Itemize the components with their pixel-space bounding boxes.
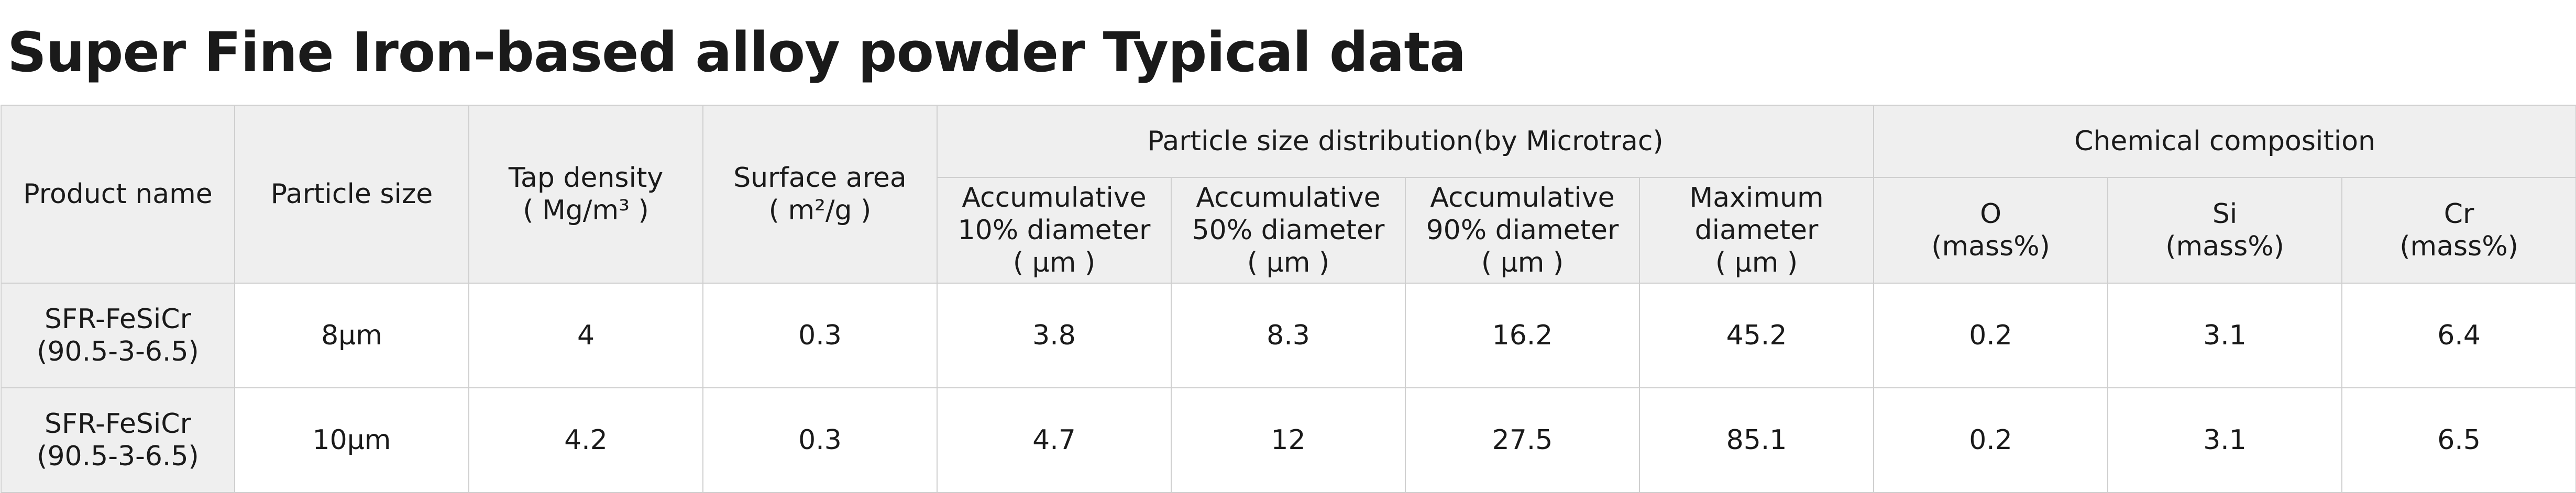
table-row: SFR-FeSiCr (90.5-3-6.5) 10μm 4.2 0.3 4.7… (1, 387, 2576, 493)
cell-silicon: 3.1 (2107, 387, 2343, 493)
header-chromium: Cr (mass%) (2341, 177, 2576, 284)
header-d10: Accumulative 10% diameter ( μm ) (937, 177, 1172, 284)
cell-tap-density: 4.2 (468, 387, 703, 493)
cell-particle-size: 10μm (234, 387, 469, 493)
typical-data-table: Product name Particle size Tap density (… (1, 105, 2576, 493)
cell-chromium: 6.4 (2341, 283, 2576, 388)
cell-tap-density: 4 (468, 283, 703, 388)
header-d50: Accumulative 50% diameter ( μm ) (1171, 177, 1406, 284)
cell-d90: 27.5 (1405, 387, 1640, 493)
header-particle-size-distribution: Particle size distribution(by Microtrac) (936, 105, 1875, 178)
header-particle-size: Particle size (234, 105, 469, 284)
header-product-name: Product name (1, 105, 235, 284)
header-dmax: Maximum diameter ( μm ) (1638, 177, 1875, 284)
header-oxygen: O (mass%) (1873, 177, 2109, 284)
header-tap-density: Tap density ( Mg/m³ ) (468, 105, 703, 284)
header-d90: Accumulative 90% diameter ( μm ) (1405, 177, 1640, 284)
header-surface-area: Surface area ( m²/g ) (702, 105, 938, 284)
cell-d50: 8.3 (1171, 283, 1406, 388)
cell-surface-area: 0.3 (702, 283, 938, 388)
cell-chromium: 6.5 (2341, 387, 2576, 493)
table-row: SFR-FeSiCr (90.5-3-6.5) 8μm 4 0.3 3.8 8.… (1, 283, 2576, 388)
cell-d10: 3.8 (937, 283, 1172, 388)
cell-d90: 16.2 (1405, 283, 1640, 388)
header-chemical-composition: Chemical composition (1873, 105, 2576, 178)
cell-particle-size: 8μm (234, 283, 469, 388)
cell-d50: 12 (1171, 387, 1406, 493)
cell-d10: 4.7 (937, 387, 1172, 493)
cell-product-name: SFR-FeSiCr (90.5-3-6.5) (1, 283, 235, 388)
cell-dmax: 45.2 (1638, 283, 1875, 388)
cell-silicon: 3.1 (2107, 283, 2343, 388)
header-silicon: Si (mass%) (2107, 177, 2343, 284)
cell-oxygen: 0.2 (1873, 387, 2109, 493)
page-title: Super Fine Iron-based alloy powder Typic… (7, 20, 1466, 84)
cell-oxygen: 0.2 (1873, 283, 2109, 388)
cell-surface-area: 0.3 (702, 387, 938, 493)
cell-dmax: 85.1 (1638, 387, 1875, 493)
cell-product-name: SFR-FeSiCr (90.5-3-6.5) (1, 387, 235, 493)
